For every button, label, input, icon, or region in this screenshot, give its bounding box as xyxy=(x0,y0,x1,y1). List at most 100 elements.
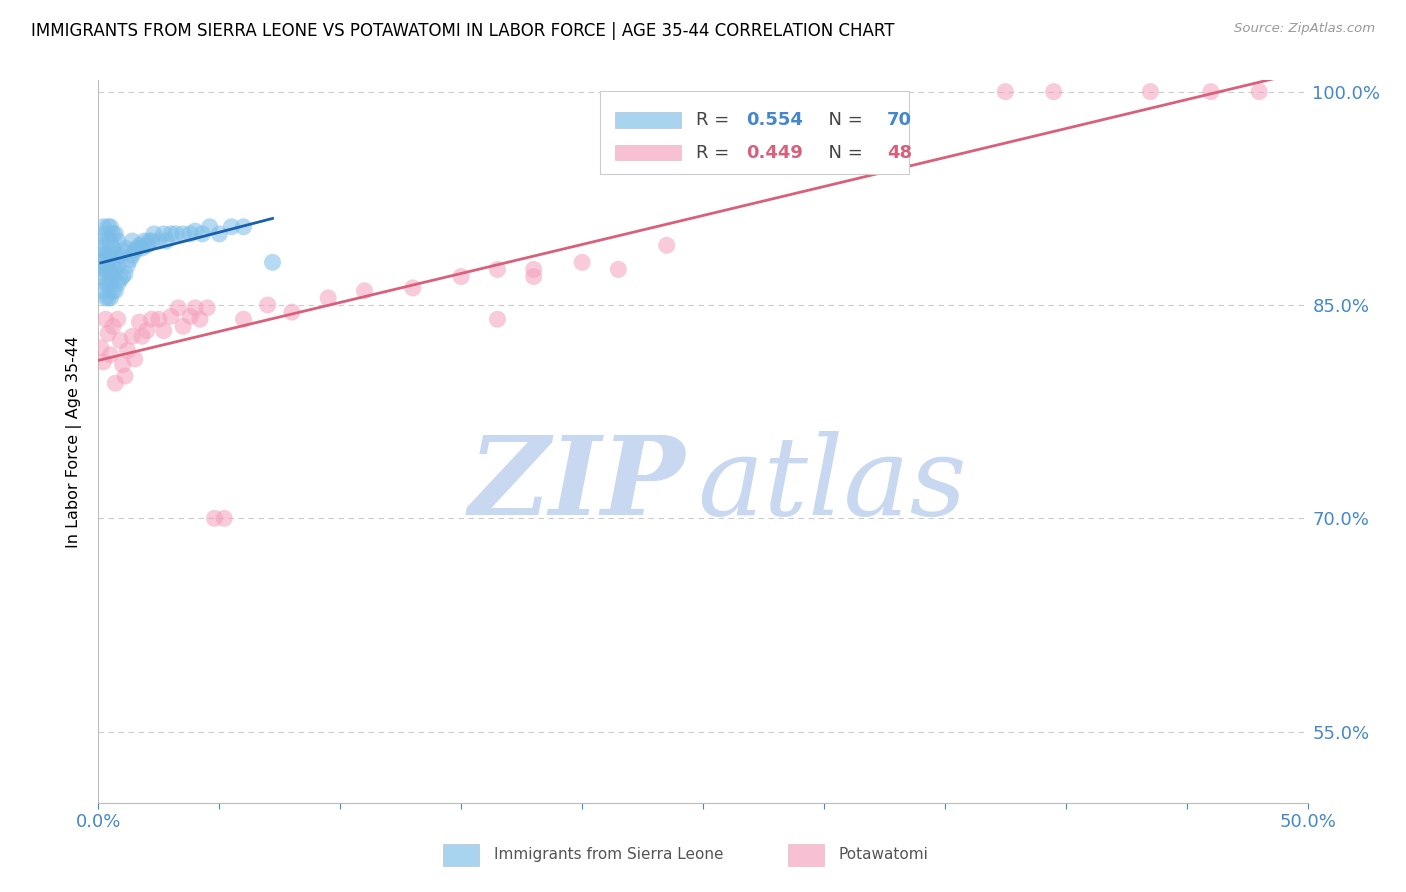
Point xyxy=(101,284,124,298)
Point xyxy=(1042,85,1064,99)
Point xyxy=(191,227,214,241)
Point xyxy=(94,227,117,241)
Text: 0.449: 0.449 xyxy=(747,144,803,161)
Point xyxy=(111,244,134,258)
Point xyxy=(107,277,129,291)
Point xyxy=(232,312,254,326)
Point xyxy=(152,227,174,241)
Point xyxy=(91,234,114,248)
Point xyxy=(1199,85,1222,99)
Point xyxy=(184,224,207,238)
Point xyxy=(97,291,120,305)
Point xyxy=(104,284,127,298)
Point xyxy=(104,248,127,262)
Point xyxy=(107,312,129,326)
Point xyxy=(994,85,1017,99)
Point xyxy=(94,312,117,326)
Point xyxy=(165,227,187,241)
Point xyxy=(97,248,120,262)
Point xyxy=(353,284,375,298)
FancyBboxPatch shape xyxy=(614,112,682,128)
Point xyxy=(90,269,112,284)
FancyBboxPatch shape xyxy=(614,145,682,161)
Point xyxy=(91,219,114,234)
Text: Immigrants from Sierra Leone: Immigrants from Sierra Leone xyxy=(494,847,723,863)
Text: ZIP: ZIP xyxy=(468,431,685,539)
Point xyxy=(100,277,122,291)
Point xyxy=(124,352,146,367)
Point xyxy=(155,234,177,248)
Point xyxy=(204,511,226,525)
Point xyxy=(121,329,143,343)
Point xyxy=(118,252,141,267)
Point xyxy=(107,258,129,272)
Point xyxy=(91,284,114,298)
Point xyxy=(571,255,593,269)
Point xyxy=(167,301,190,315)
Point xyxy=(402,281,425,295)
Point xyxy=(148,312,170,326)
Text: IMMIGRANTS FROM SIERRA LEONE VS POTAWATOMI IN LABOR FORCE | AGE 35-44 CORRELATIO: IMMIGRANTS FROM SIERRA LEONE VS POTAWATO… xyxy=(31,22,894,40)
Text: 0.554: 0.554 xyxy=(747,111,803,129)
Point xyxy=(94,277,117,291)
Point xyxy=(128,238,150,252)
Point xyxy=(101,241,124,255)
Point xyxy=(127,241,149,255)
Point xyxy=(179,310,201,324)
Point xyxy=(114,267,136,281)
Text: N =: N = xyxy=(817,111,868,129)
Point xyxy=(262,255,284,269)
Point xyxy=(100,219,122,234)
Point xyxy=(108,334,131,348)
Point xyxy=(104,376,127,391)
Point xyxy=(100,262,122,277)
Point xyxy=(195,301,218,315)
Point xyxy=(97,262,120,277)
Point xyxy=(108,248,131,262)
Point xyxy=(97,326,120,341)
Text: Source: ZipAtlas.com: Source: ZipAtlas.com xyxy=(1234,22,1375,36)
Point xyxy=(141,234,163,248)
Point xyxy=(128,315,150,329)
Text: R =: R = xyxy=(696,144,735,161)
Point xyxy=(256,298,278,312)
Point xyxy=(94,248,117,262)
Text: 70: 70 xyxy=(887,111,912,129)
Point xyxy=(172,319,194,334)
Point xyxy=(104,262,127,277)
Point xyxy=(607,262,630,277)
Point xyxy=(135,238,157,252)
Point xyxy=(107,234,129,248)
Point xyxy=(90,241,112,255)
Point xyxy=(121,248,143,262)
Point xyxy=(117,258,139,272)
Point xyxy=(134,234,156,248)
Point xyxy=(97,277,120,291)
Text: R =: R = xyxy=(696,111,735,129)
FancyBboxPatch shape xyxy=(600,91,908,174)
Point xyxy=(138,234,160,248)
Point xyxy=(100,234,122,248)
Point xyxy=(160,227,183,241)
Point xyxy=(212,511,235,525)
Point xyxy=(100,291,122,305)
Point xyxy=(160,310,183,324)
Point xyxy=(152,324,174,338)
Point xyxy=(94,291,117,305)
FancyBboxPatch shape xyxy=(443,844,479,865)
Point xyxy=(101,319,124,334)
Point xyxy=(172,227,194,241)
Point xyxy=(523,269,546,284)
Point xyxy=(208,227,231,241)
Point xyxy=(221,219,243,234)
Point xyxy=(281,305,304,319)
Point xyxy=(91,262,114,277)
Point xyxy=(141,312,163,326)
Point xyxy=(101,269,124,284)
Text: atlas: atlas xyxy=(697,431,966,539)
Point xyxy=(91,355,114,369)
Point xyxy=(94,262,117,277)
Text: 48: 48 xyxy=(887,144,912,161)
Point xyxy=(131,241,153,255)
Point xyxy=(108,272,131,286)
